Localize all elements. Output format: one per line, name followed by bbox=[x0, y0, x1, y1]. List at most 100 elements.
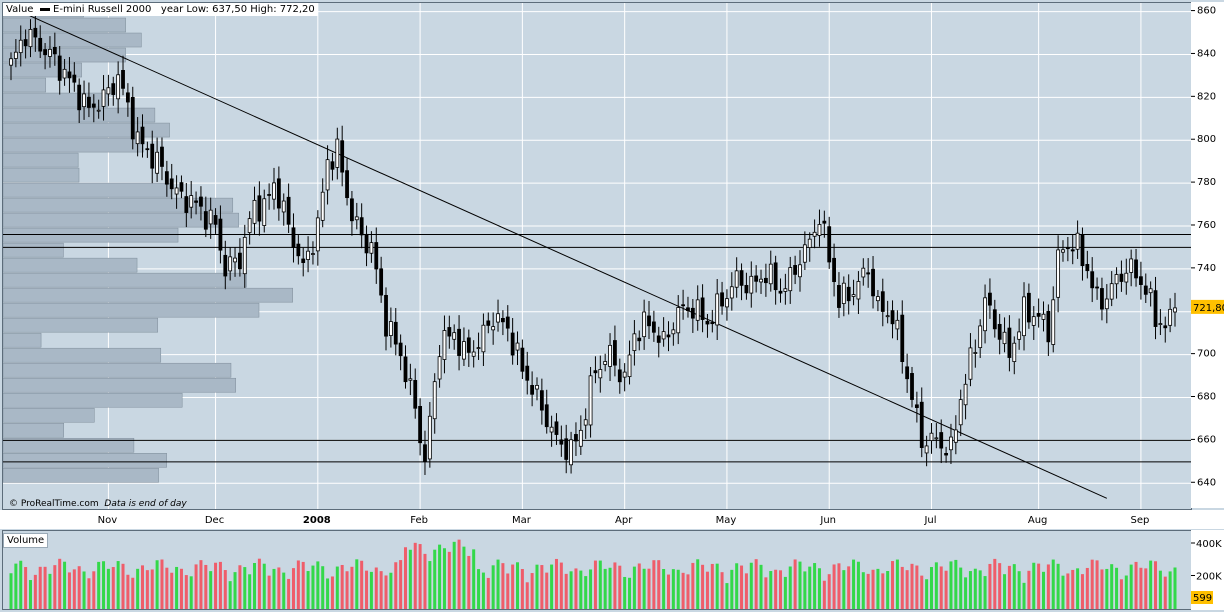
volume-bar bbox=[1124, 575, 1128, 609]
y-tick-label: 780 bbox=[1197, 177, 1216, 188]
volume-bar bbox=[813, 563, 817, 609]
volume-bar bbox=[306, 571, 310, 609]
volume-bar bbox=[735, 563, 739, 609]
volume-bar bbox=[978, 570, 982, 609]
volume-bar bbox=[662, 569, 666, 609]
volume-bar bbox=[506, 573, 510, 609]
volume-bar bbox=[705, 571, 709, 609]
watermark-note: Data is end of day bbox=[104, 499, 187, 509]
volume-bar bbox=[9, 573, 13, 609]
volume-bar bbox=[998, 563, 1002, 609]
candle-body bbox=[856, 281, 861, 300]
volume-bar bbox=[389, 572, 393, 609]
volume-bar bbox=[1149, 560, 1153, 609]
candle-body bbox=[418, 405, 423, 444]
volume-bar bbox=[77, 566, 81, 609]
candle-body bbox=[296, 243, 301, 257]
candle-body bbox=[895, 319, 900, 330]
price-axis-svg: 640660680700720740760780800820840860721,… bbox=[1191, 6, 1224, 488]
candle-body bbox=[613, 340, 617, 366]
volume-chart-svg bbox=[9, 539, 1177, 609]
candle-body bbox=[311, 253, 315, 255]
volume-bar bbox=[1110, 564, 1114, 609]
volume-bar bbox=[618, 565, 622, 609]
candle-body bbox=[968, 347, 973, 380]
volume-bar bbox=[418, 544, 422, 609]
volume-profile-bar bbox=[3, 77, 46, 93]
candle-body bbox=[958, 399, 963, 426]
x-tick-label: Aug bbox=[1028, 515, 1048, 526]
volume-profile-bar bbox=[3, 468, 159, 483]
candle-body bbox=[96, 109, 101, 112]
volume-bar bbox=[681, 572, 685, 609]
volume-bar bbox=[447, 551, 451, 609]
price-chart-panel[interactable]: Value E-mini Russell 2000 year Low: 637,… bbox=[2, 2, 1192, 510]
candle-body bbox=[720, 292, 724, 307]
x-tick-label: Feb bbox=[410, 515, 428, 526]
candle-body bbox=[369, 242, 374, 254]
candle-body bbox=[306, 250, 310, 260]
volume-bar bbox=[462, 546, 466, 609]
volume-bar bbox=[1095, 560, 1099, 609]
candle-body bbox=[286, 196, 291, 225]
candle-body bbox=[686, 307, 690, 312]
candle-body bbox=[574, 434, 578, 442]
volume-bar bbox=[1076, 568, 1080, 609]
volume-bar bbox=[92, 571, 96, 609]
volume-bar bbox=[1012, 564, 1016, 609]
volume-bar bbox=[525, 582, 529, 609]
volume-bar bbox=[584, 576, 588, 609]
candle-body bbox=[13, 51, 18, 59]
volume-bar bbox=[403, 547, 407, 609]
volume-bar bbox=[891, 561, 895, 609]
volume-axis-svg: 400K 200K 599 bbox=[1191, 539, 1222, 604]
candle-body bbox=[676, 307, 681, 334]
volume-bar bbox=[759, 564, 763, 609]
volume-bar bbox=[442, 548, 446, 609]
axis-gap: Nov Dec 2008 Feb Mar Apr May Jun Jul Aug Sep bbox=[0, 510, 1224, 529]
volume-bar bbox=[696, 559, 700, 609]
volume-bar bbox=[326, 578, 330, 609]
candle-body bbox=[413, 380, 418, 409]
volume-bar bbox=[428, 561, 432, 609]
candle-body bbox=[442, 330, 447, 360]
candle-body bbox=[890, 310, 895, 325]
y-tick-label: 860 bbox=[1197, 6, 1216, 17]
candle-body bbox=[544, 404, 549, 428]
candle-body bbox=[978, 325, 983, 349]
x-tick-label: Mar bbox=[512, 515, 532, 526]
candle-body bbox=[179, 182, 184, 192]
volume-bar bbox=[282, 572, 286, 609]
volume-bar bbox=[905, 570, 909, 609]
chart-header: Value E-mini Russell 2000 year Low: 637,… bbox=[3, 3, 318, 16]
volume-bar bbox=[657, 560, 661, 609]
volume-bar bbox=[632, 566, 636, 609]
candle-body bbox=[486, 320, 491, 326]
volume-bar bbox=[1144, 568, 1148, 609]
candle-body bbox=[919, 401, 924, 448]
y-tick-label: 700 bbox=[1197, 349, 1216, 360]
volume-bar bbox=[467, 555, 471, 609]
candle-body bbox=[1158, 323, 1163, 325]
candle-body bbox=[729, 286, 734, 299]
candle-body bbox=[866, 272, 871, 275]
candle-body bbox=[1134, 259, 1138, 279]
y-tick-label: 760 bbox=[1197, 220, 1216, 231]
candle-body bbox=[150, 143, 155, 169]
candle-body bbox=[651, 321, 656, 333]
candle-body bbox=[988, 292, 992, 306]
volume-profile-bar bbox=[3, 167, 80, 183]
candle-body bbox=[1065, 247, 1070, 250]
candle-body bbox=[841, 282, 846, 304]
candle-body bbox=[1095, 286, 1099, 289]
candle-body bbox=[953, 429, 958, 443]
candle-body bbox=[140, 126, 145, 145]
volume-bar bbox=[715, 563, 719, 609]
volume-bar bbox=[340, 564, 344, 609]
volume-bar bbox=[330, 576, 334, 609]
price-chart-svg[interactable] bbox=[3, 3, 1191, 509]
volume-bar bbox=[876, 568, 880, 609]
y-tick-label: 660 bbox=[1197, 434, 1216, 445]
volume-panel[interactable]: Volume bbox=[2, 530, 1192, 610]
candle-body bbox=[827, 226, 832, 263]
